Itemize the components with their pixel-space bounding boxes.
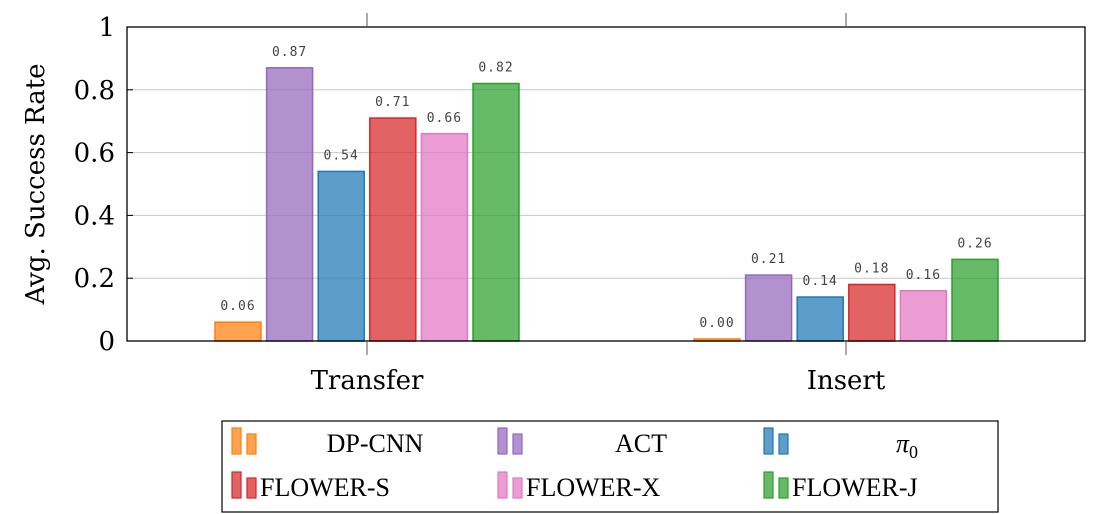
legend-item: π0 bbox=[763, 427, 918, 462]
bar-ACT-Insert bbox=[744, 274, 793, 342]
legend-swatch bbox=[246, 433, 257, 455]
bar-FLOWER-J-Transfer bbox=[472, 82, 520, 342]
bar-DP-CNN-Transfer bbox=[214, 321, 262, 342]
bar-FLOWER-X-Insert bbox=[899, 290, 948, 342]
bar-π0-Insert bbox=[796, 296, 844, 342]
bars: 0.06 0.87 0.54 0.71 0.66 0.82 0.00 0.21 0.14 0.18… bbox=[214, 45, 999, 342]
legend: DP-CNN ACT π0 FLOWER-S FLOWER-X FLOWER-J bbox=[221, 420, 999, 513]
x-axis-ticks: Transfer Insert bbox=[311, 13, 886, 396]
bar-FLOWER-J-Insert bbox=[951, 258, 999, 342]
bar-FLOWER-X-Transfer bbox=[420, 133, 469, 342]
data-label: 0.14 bbox=[803, 274, 838, 289]
x-tick-label: Transfer bbox=[311, 366, 424, 396]
y-tick-label: 1 bbox=[98, 13, 115, 43]
data-label: 0.16 bbox=[906, 268, 941, 283]
data-label: 0.18 bbox=[854, 261, 889, 276]
y-tick-label: 0.2 bbox=[74, 264, 115, 294]
bar-π0-Transfer bbox=[317, 170, 365, 342]
legend-label: π0 bbox=[896, 429, 918, 462]
legend-swatch bbox=[497, 471, 508, 499]
legend-label: FLOWER-X bbox=[526, 473, 661, 502]
y-axis-ticks: 0 0.2 0.4 0.6 0.8 1 bbox=[74, 13, 133, 357]
data-label: 0.54 bbox=[324, 148, 359, 163]
legend-swatch bbox=[763, 427, 774, 455]
data-label: 0.71 bbox=[375, 95, 410, 110]
legend-label: FLOWER-S bbox=[260, 473, 390, 502]
legend-swatch bbox=[231, 471, 242, 499]
legend-swatch bbox=[231, 427, 242, 455]
legend-label: DP-CNN bbox=[327, 429, 424, 458]
legend-swatch bbox=[497, 427, 508, 455]
legend-item: FLOWER-S bbox=[231, 471, 390, 502]
bar-ACT-Transfer bbox=[265, 67, 314, 342]
legend-label: FLOWER-J bbox=[792, 473, 918, 502]
x-tick-label: Insert bbox=[807, 366, 886, 396]
y-tick-label: 0 bbox=[98, 327, 115, 357]
y-tick-label: 0.4 bbox=[74, 201, 115, 231]
legend-swatch bbox=[778, 433, 789, 455]
legend-label: ACT bbox=[615, 429, 667, 458]
plot-frame bbox=[126, 26, 1086, 342]
data-label: 0.66 bbox=[427, 111, 462, 126]
legend-swatch bbox=[246, 477, 257, 499]
data-label: 0.00 bbox=[699, 316, 734, 331]
data-label: 0.82 bbox=[478, 61, 513, 76]
legend-item: FLOWER-J bbox=[763, 471, 918, 502]
legend-box bbox=[221, 420, 999, 513]
y-axis-label: Avg. Success Rate bbox=[21, 63, 51, 305]
data-label: 0.87 bbox=[272, 45, 307, 60]
legend-swatch bbox=[512, 477, 523, 499]
data-label: 0.06 bbox=[220, 299, 255, 314]
bar-FLOWER-S-Transfer bbox=[369, 117, 417, 342]
y-tick-label: 0.8 bbox=[74, 76, 115, 106]
y-tick-label: 0.6 bbox=[74, 139, 115, 169]
legend-swatch bbox=[763, 471, 774, 499]
data-label: 0.26 bbox=[957, 236, 992, 251]
bar-FLOWER-S-Insert bbox=[848, 283, 896, 342]
legend-item: ACT bbox=[497, 427, 667, 458]
legend-swatch bbox=[512, 433, 523, 455]
legend-swatch bbox=[778, 477, 789, 499]
legend-item: DP-CNN bbox=[231, 427, 424, 458]
data-label: 0.21 bbox=[751, 252, 786, 267]
legend-item: FLOWER-X bbox=[497, 471, 661, 502]
